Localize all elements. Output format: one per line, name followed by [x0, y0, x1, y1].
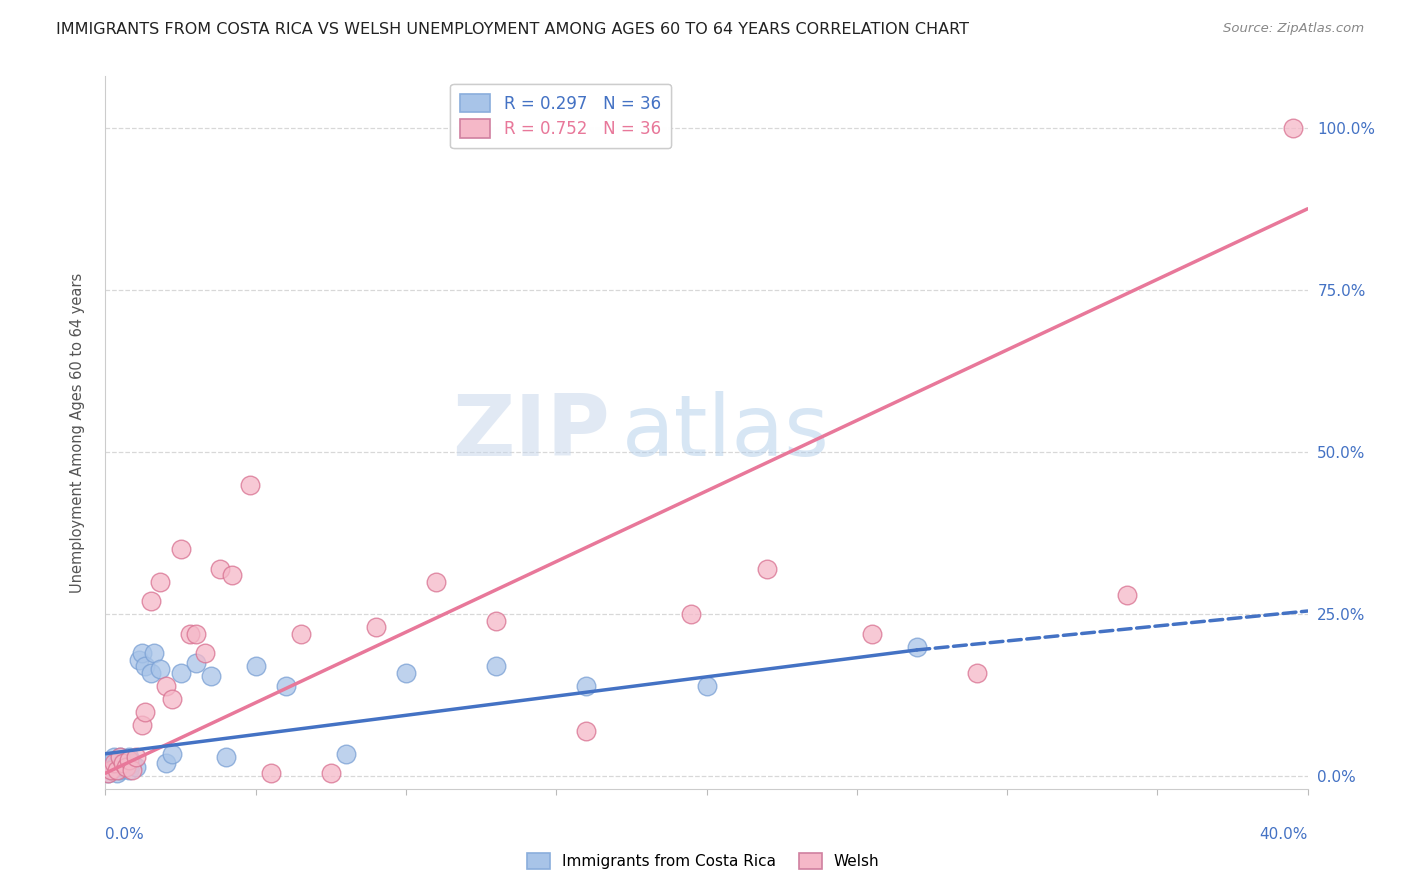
Point	[245, 659, 267, 673]
Point	[860, 626, 883, 640]
Point	[184, 626, 207, 640]
Point	[290, 626, 312, 640]
Text: atlas: atlas	[623, 391, 831, 475]
Point	[200, 669, 222, 683]
Point	[335, 747, 357, 761]
Point	[142, 646, 165, 660]
Point	[97, 766, 120, 780]
Point	[100, 756, 122, 771]
Point	[118, 763, 141, 777]
Point	[110, 750, 132, 764]
Point	[485, 659, 508, 673]
Point	[208, 562, 231, 576]
Legend: Immigrants from Costa Rica, Welsh: Immigrants from Costa Rica, Welsh	[520, 847, 886, 875]
Point	[139, 594, 162, 608]
Point	[260, 766, 283, 780]
Point	[100, 763, 122, 777]
Point	[134, 705, 156, 719]
Point	[134, 659, 156, 673]
Point	[485, 614, 508, 628]
Text: IMMIGRANTS FROM COSTA RICA VS WELSH UNEMPLOYMENT AMONG AGES 60 TO 64 YEARS CORRE: IMMIGRANTS FROM COSTA RICA VS WELSH UNEM…	[56, 22, 969, 37]
Point	[103, 763, 125, 777]
Point	[121, 763, 143, 777]
Point	[364, 620, 387, 634]
Point	[1281, 120, 1303, 135]
Point	[395, 665, 418, 680]
Point	[169, 542, 191, 557]
Point	[575, 679, 598, 693]
Point	[221, 568, 243, 582]
Point	[103, 756, 125, 771]
Point	[115, 756, 138, 771]
Point	[160, 691, 183, 706]
Point	[121, 756, 143, 771]
Point	[1116, 588, 1139, 602]
Point	[97, 766, 120, 780]
Point	[696, 679, 718, 693]
Point	[274, 679, 297, 693]
Text: Source: ZipAtlas.com: Source: ZipAtlas.com	[1223, 22, 1364, 36]
Point	[110, 750, 132, 764]
Point	[155, 756, 177, 771]
Point	[148, 662, 170, 676]
Point	[115, 760, 138, 774]
Point	[112, 753, 135, 767]
Point	[124, 760, 146, 774]
Point	[184, 656, 207, 670]
Legend: R = 0.297   N = 36, R = 0.752   N = 36: R = 0.297 N = 36, R = 0.752 N = 36	[450, 84, 671, 148]
Point	[169, 665, 191, 680]
Point	[319, 766, 342, 780]
Point	[103, 750, 125, 764]
Point	[148, 574, 170, 589]
Point	[155, 679, 177, 693]
Point	[681, 607, 703, 622]
Point	[239, 477, 262, 491]
Point	[107, 756, 129, 771]
Point	[112, 760, 135, 774]
Point	[107, 766, 129, 780]
Text: ZIP: ZIP	[453, 391, 610, 475]
Point	[110, 763, 132, 777]
Point	[755, 562, 778, 576]
Point	[139, 665, 162, 680]
Point	[160, 747, 183, 761]
Point	[128, 653, 150, 667]
Point	[100, 763, 122, 777]
Point	[425, 574, 447, 589]
Point	[118, 753, 141, 767]
Text: 40.0%: 40.0%	[1260, 827, 1308, 841]
Point	[575, 724, 598, 739]
Point	[131, 717, 153, 731]
Point	[214, 750, 236, 764]
Point	[107, 763, 129, 777]
Point	[966, 665, 988, 680]
Y-axis label: Unemployment Among Ages 60 to 64 years: Unemployment Among Ages 60 to 64 years	[70, 272, 84, 593]
Point	[179, 626, 201, 640]
Point	[118, 750, 141, 764]
Text: 0.0%: 0.0%	[105, 827, 145, 841]
Point	[131, 646, 153, 660]
Point	[905, 640, 928, 654]
Point	[124, 750, 146, 764]
Point	[112, 756, 135, 771]
Point	[194, 646, 217, 660]
